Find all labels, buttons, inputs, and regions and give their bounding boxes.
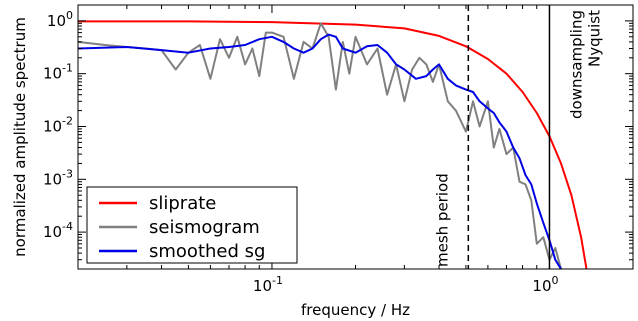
legend-items: sliprate seismogram smoothed sg — [99, 193, 265, 262]
legend: sliprate seismogram smoothed sg — [86, 186, 298, 264]
y-tick-label: 100 — [47, 9, 73, 30]
legend-label-seismogram: seismogram — [149, 217, 260, 238]
legend-label-sliprate: sliprate — [149, 193, 216, 214]
series-line-smoothed-sg — [78, 33, 562, 269]
x-tick-label: 10-1 — [253, 274, 283, 295]
annotation-nyquist-line-1: Nyquist — [585, 10, 603, 67]
series-layer — [78, 20, 588, 269]
x-axis-title: frequency / Hz — [301, 301, 410, 319]
x-tick-label: 100 — [532, 274, 558, 295]
y-axis-title: normalized amplitude spectrum — [11, 17, 29, 257]
vline-layer: mesh period downsampling Nyquist — [433, 5, 603, 269]
series-line-seismogram — [78, 22, 562, 269]
y-tick-label: 10-3 — [43, 167, 73, 188]
annotation-nyquist-line-0: downsampling — [567, 10, 585, 119]
series-line-sliprate — [78, 20, 588, 269]
y-tick-label: 10-2 — [43, 114, 73, 135]
y-tick-label: 10-4 — [43, 220, 73, 241]
y-tick-label: 10-1 — [43, 62, 73, 83]
legend-label-smoothed-sg: smoothed sg — [149, 241, 265, 262]
tick-layer: 10-1 100 100 10-1 10-2 10-3 10-4 — [43, 4, 634, 295]
annotation-mesh-period: mesh period — [433, 173, 451, 267]
